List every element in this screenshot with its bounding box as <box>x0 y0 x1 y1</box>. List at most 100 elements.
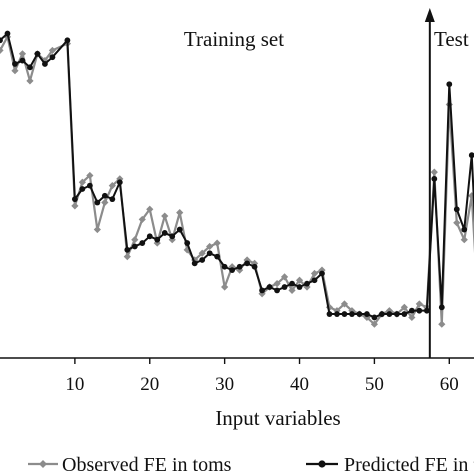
predicted-point-12 <box>94 199 101 206</box>
predicted-point-48 <box>364 311 370 317</box>
observed-point-53 <box>400 303 408 311</box>
observed-point-45 <box>340 300 349 308</box>
observed-point-13 <box>101 198 109 207</box>
predicted-point-26 <box>199 257 206 263</box>
observed-point-23 <box>176 209 184 217</box>
observed-point-26 <box>198 249 206 257</box>
observed-point-39 <box>295 276 304 284</box>
predicted-point-59 <box>446 81 453 88</box>
region-label-test: Test <box>434 27 469 51</box>
observed-point-14 <box>108 182 116 190</box>
predicted-point-31 <box>236 263 243 270</box>
x-axis-title: Input variables <box>215 406 340 430</box>
predicted-point-39 <box>296 284 303 290</box>
legend-label-predicted: Predicted FE in toms <box>344 454 474 474</box>
predicted-point-50 <box>378 311 385 317</box>
predicted-point-10 <box>79 186 86 192</box>
predicted-point-21 <box>161 230 168 236</box>
divider-layer <box>424 8 435 358</box>
observed-point-15 <box>116 175 124 183</box>
predicted-point-55 <box>416 307 423 314</box>
x-tick-label-20: 20 <box>140 374 159 395</box>
predicted-point-47 <box>356 311 363 317</box>
predicted-point-32 <box>244 260 251 267</box>
observed-point-41 <box>310 269 319 278</box>
predicted-point-41 <box>311 277 318 284</box>
predicted-point-15 <box>116 179 123 186</box>
series-line-observed <box>0 35 474 326</box>
observed-point-7 <box>48 46 57 55</box>
observed-point-30 <box>228 263 236 271</box>
predicted-point-38 <box>289 280 295 287</box>
x-ticks: 10 20 30 40 50 60 <box>65 358 459 395</box>
predicted-point-56 <box>423 307 430 314</box>
observed-point-55 <box>415 300 423 308</box>
predicted-point-29 <box>221 263 228 270</box>
legend: Observed FE in toms Predicted FE in toms <box>28 454 474 474</box>
observed-point-3 <box>18 50 27 58</box>
observed-point-4 <box>26 77 34 85</box>
observed-point-38 <box>288 286 296 294</box>
observed-point-49 <box>370 320 379 328</box>
predicted-point-37 <box>281 284 288 290</box>
observed-point-0 <box>0 46 4 55</box>
predicted-point-42 <box>319 270 325 277</box>
legend-label-observed: Observed FE in toms <box>62 454 232 474</box>
predicted-point-11 <box>86 182 93 189</box>
x-tick-label-40: 40 <box>290 374 309 395</box>
predicted-point-8 <box>64 37 71 44</box>
legend-marker-predicted <box>318 460 326 468</box>
predicted-point-58 <box>438 304 445 311</box>
observed-point-57 <box>430 168 438 176</box>
observed-point-18 <box>138 215 146 224</box>
observed-point-34 <box>258 290 266 298</box>
predicted-point-35 <box>266 284 273 290</box>
observed-point-37 <box>280 273 289 281</box>
observed-point-17 <box>131 236 139 244</box>
observed-point-36 <box>273 280 281 288</box>
observed-point-29 <box>221 283 229 291</box>
predicted-point-45 <box>341 311 348 317</box>
predicted-point-24 <box>184 240 191 246</box>
observed-point-43 <box>325 303 334 311</box>
divider-arrowhead <box>424 8 435 22</box>
predicted-point-62 <box>468 152 474 159</box>
predicted-point-34 <box>259 287 265 294</box>
predicted-point-51 <box>386 311 393 317</box>
x-tick-label-50: 50 <box>365 374 384 395</box>
legend-marker-observed <box>39 460 47 468</box>
x-tick-label-30: 30 <box>215 374 234 395</box>
predicted-point-28 <box>214 253 221 260</box>
x-tick-label-10: 10 <box>65 374 84 395</box>
predicted-point-6 <box>42 61 48 67</box>
predicted-point-33 <box>251 263 258 270</box>
predicted-point-25 <box>191 260 198 267</box>
predicted-point-52 <box>393 311 400 317</box>
observed-point-61 <box>460 236 468 244</box>
observed-point-16 <box>123 253 131 261</box>
observed-point-58 <box>438 320 446 328</box>
predicted-point-17 <box>131 243 138 250</box>
predicted-point-30 <box>229 267 236 274</box>
predicted-point-22 <box>169 233 176 240</box>
observed-point-2 <box>11 67 19 75</box>
predicted-point-27 <box>206 250 213 257</box>
predicted-point-23 <box>176 226 183 233</box>
predicted-point-0 <box>0 37 3 44</box>
observed-point-9 <box>71 202 79 210</box>
predicted-point-1 <box>4 30 11 37</box>
predicted-point-20 <box>154 236 161 243</box>
x-tick-label-60: 60 <box>440 374 459 395</box>
observed-point-21 <box>161 212 169 220</box>
predicted-point-9 <box>71 196 78 203</box>
predicted-point-19 <box>146 233 153 240</box>
observed-point-54 <box>408 313 416 322</box>
observed-point-28 <box>213 239 221 247</box>
observed-point-33 <box>250 259 259 267</box>
predicted-point-3 <box>19 57 26 64</box>
predicted-point-43 <box>326 311 333 317</box>
predicted-point-46 <box>349 311 355 317</box>
observed-point-10 <box>78 178 86 186</box>
series-line-predicted <box>0 32 474 319</box>
predicted-point-53 <box>401 311 408 317</box>
